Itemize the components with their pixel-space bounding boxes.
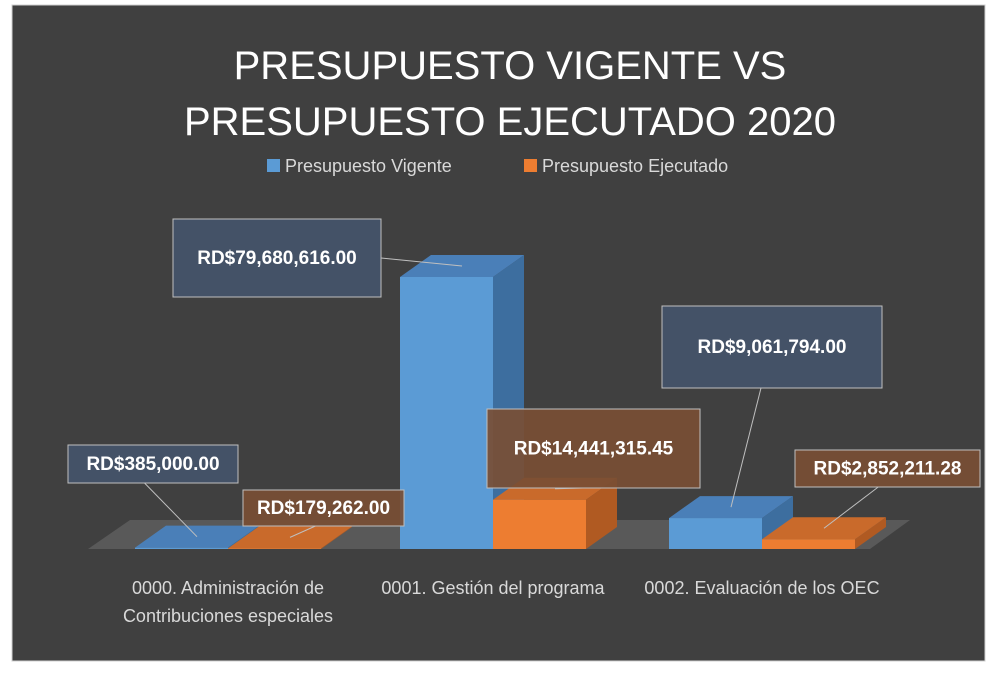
data-label-box (661, 305, 883, 389)
bar (228, 548, 321, 549)
bar-side (586, 477, 617, 549)
leader-line (823, 486, 879, 529)
bar-side (321, 526, 352, 549)
legend-label: Presupuesto Ejecutado (542, 156, 728, 176)
data-label: RD$79,680,616.00 (197, 248, 357, 269)
leader-line (730, 387, 762, 508)
legend-swatch (267, 159, 280, 172)
legend-label: Presupuesto Vigente (285, 156, 452, 176)
leader-line (144, 482, 198, 538)
data-label: RD$9,061,794.00 (698, 337, 847, 358)
x-tick-label: 0001. Gestión del programa (381, 578, 605, 598)
data-label-box (794, 449, 981, 488)
data-label-box (172, 218, 382, 298)
bar (135, 547, 228, 549)
leader-line (380, 257, 463, 267)
bar (669, 518, 762, 549)
chart-title: PRESUPUESTO VIGENTE VS PRESUPUESTO EJECU… (183, 44, 837, 144)
data-label: RD$14,441,315.45 (514, 439, 674, 460)
data-label-box (486, 408, 701, 489)
x-tick-label: 0002. Evaluación de los OEC (644, 578, 880, 598)
x-tick-label: 0000. Administración de Contribuciones e… (122, 578, 334, 626)
data-label-box (242, 489, 405, 527)
bar (400, 277, 493, 549)
data-label: RD$385,000.00 (86, 454, 219, 475)
data-label: RD$179,262.00 (257, 498, 390, 519)
data-label: RD$2,852,211.28 (814, 459, 962, 480)
bar (493, 499, 586, 549)
legend-swatch (524, 159, 537, 172)
leader-line (289, 525, 316, 538)
bar (762, 539, 855, 549)
bar-side (855, 517, 886, 549)
data-label-box (67, 444, 239, 484)
